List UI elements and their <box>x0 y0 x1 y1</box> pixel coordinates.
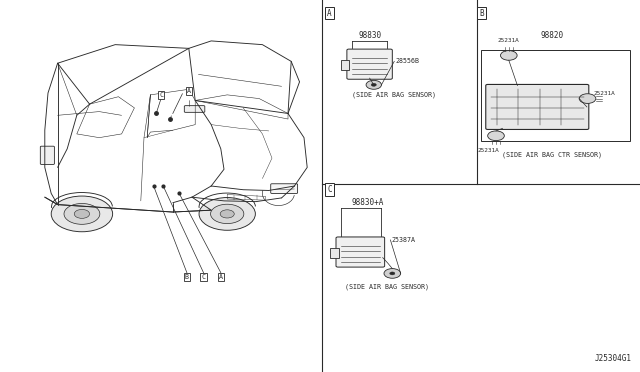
Circle shape <box>211 204 244 224</box>
Text: C: C <box>327 185 332 194</box>
Text: A: A <box>327 9 332 17</box>
Text: C: C <box>202 274 205 280</box>
Circle shape <box>371 83 376 86</box>
Text: B: B <box>479 9 484 17</box>
Text: (SIDE AIR BAG CTR SENSOR): (SIDE AIR BAG CTR SENSOR) <box>502 152 602 158</box>
Circle shape <box>220 210 234 218</box>
Text: A: A <box>187 88 191 94</box>
Text: 98830+A: 98830+A <box>352 198 384 207</box>
Circle shape <box>199 198 255 230</box>
Text: 25387A: 25387A <box>392 237 416 243</box>
FancyBboxPatch shape <box>184 106 205 112</box>
Text: 98820: 98820 <box>540 31 563 40</box>
Bar <box>341 60 349 70</box>
Bar <box>330 248 339 257</box>
Text: 98830: 98830 <box>358 31 381 40</box>
Circle shape <box>488 131 504 141</box>
Circle shape <box>51 196 113 232</box>
Text: 25231A: 25231A <box>498 38 520 43</box>
Text: J25304G1: J25304G1 <box>595 354 632 363</box>
Circle shape <box>500 51 517 60</box>
Circle shape <box>384 269 401 278</box>
Text: 25231A: 25231A <box>593 91 615 96</box>
Text: A: A <box>219 274 223 280</box>
Circle shape <box>579 94 596 103</box>
Circle shape <box>366 80 381 89</box>
Circle shape <box>74 209 90 218</box>
Text: 28556B: 28556B <box>396 58 420 64</box>
FancyBboxPatch shape <box>271 184 298 193</box>
FancyBboxPatch shape <box>40 146 54 164</box>
Text: (SIDE AIR BAG SENSOR): (SIDE AIR BAG SENSOR) <box>351 92 436 98</box>
Bar <box>481 50 630 141</box>
Text: C: C <box>159 92 163 98</box>
Text: (SIDE AIR BAG SENSOR): (SIDE AIR BAG SENSOR) <box>345 283 429 290</box>
Circle shape <box>390 272 395 275</box>
Text: B: B <box>185 274 189 280</box>
FancyBboxPatch shape <box>486 84 589 129</box>
Text: 25231A: 25231A <box>477 148 499 153</box>
Circle shape <box>64 203 100 224</box>
FancyBboxPatch shape <box>336 237 385 267</box>
FancyBboxPatch shape <box>347 49 392 79</box>
